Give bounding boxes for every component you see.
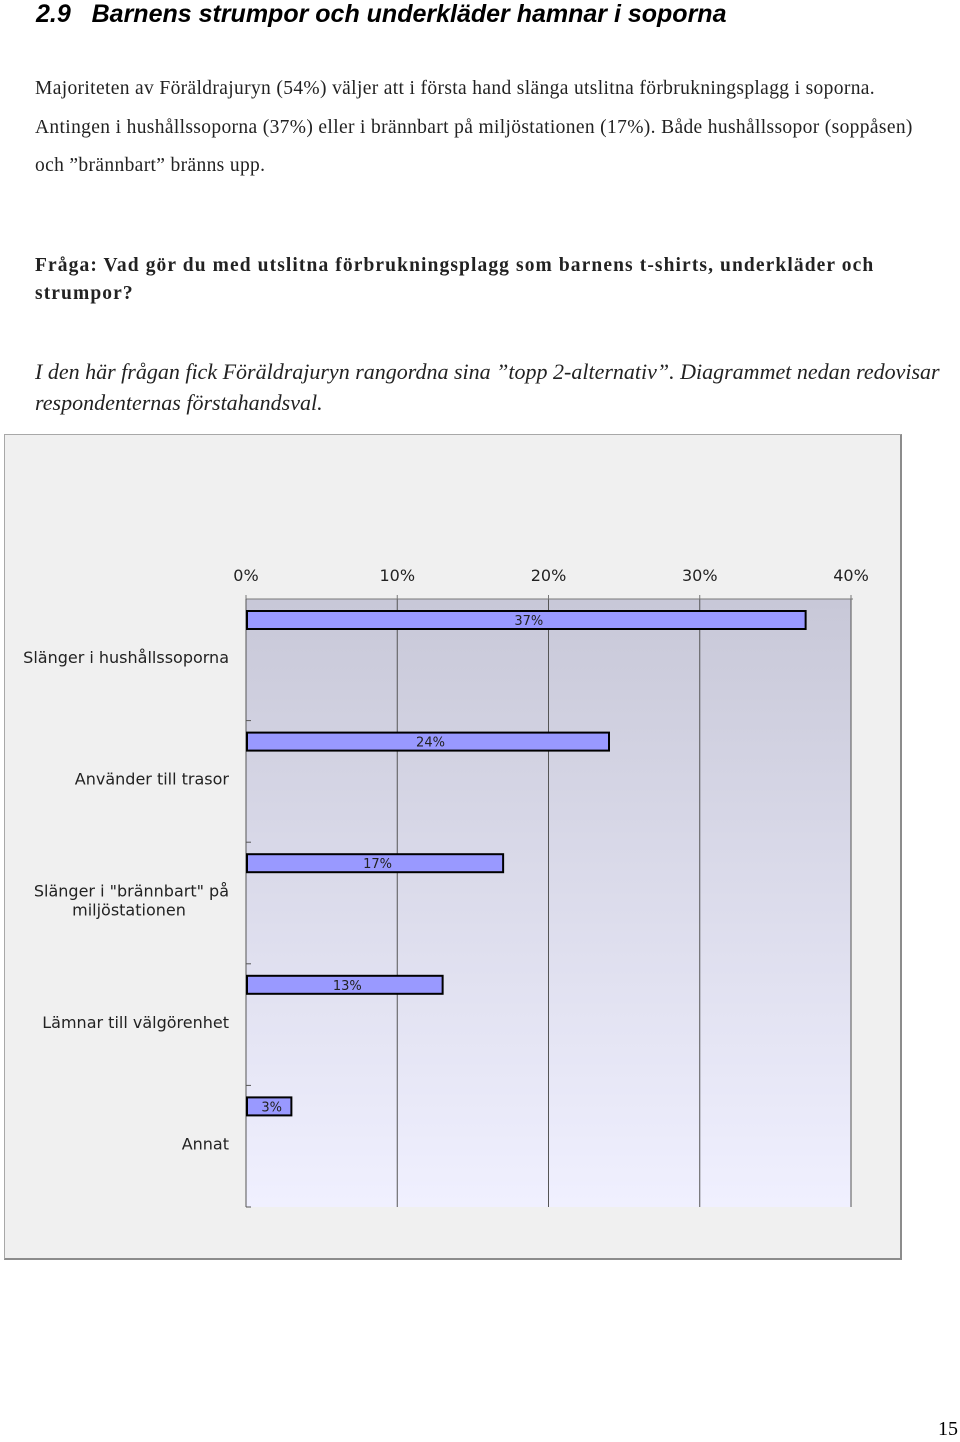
bar xyxy=(246,1096,293,1117)
x-tick-label: 40% xyxy=(833,566,869,585)
category-label: Annat xyxy=(182,1134,229,1153)
x-tick-label: 20% xyxy=(531,566,567,585)
data-label: 37% xyxy=(514,614,543,629)
ranking-note: I den här frågan fick Föräldrajuryn rang… xyxy=(35,359,940,415)
chart-frame: 0% 10% 20% 30% 40% 37% Slänger i hushållssopor… xyxy=(4,434,902,1260)
survey-question: Fråga: Vad gör du med utslitna förbrukni… xyxy=(35,255,875,304)
x-tick-label: 0% xyxy=(233,566,258,585)
category-label: Slänger i "brännbart" på xyxy=(34,882,229,901)
bar xyxy=(246,731,610,752)
bar xyxy=(246,853,505,874)
section-number: 2.9 xyxy=(36,0,71,28)
category-label: Använder till trasor xyxy=(75,770,230,789)
page-number: 15 xyxy=(938,1418,958,1440)
bar xyxy=(246,610,807,630)
data-label: 24% xyxy=(416,736,445,751)
category-label: Slänger i hushållssoporna xyxy=(23,648,229,667)
bar-chart: 0% 10% 20% 30% 40% 37% Slänger i hushållssopor… xyxy=(23,566,869,1208)
category-label: miljöstationen xyxy=(72,901,186,920)
data-label: 17% xyxy=(363,857,392,872)
data-label: 13% xyxy=(333,979,362,994)
x-tick-label: 30% xyxy=(682,566,718,585)
bar xyxy=(246,974,444,995)
category-label: Lämnar till välgörenhet xyxy=(42,1013,229,1032)
data-label: 3% xyxy=(261,1100,282,1115)
x-tick-label: 10% xyxy=(379,566,415,585)
section-title: Barnens strumpor och underkläder hamnar … xyxy=(91,0,727,28)
body-paragraph: Majoriteten av Föräldrajuryn (54%) välje… xyxy=(35,78,913,176)
section-heading: 2.9 Barnens strumpor och underkläder ham… xyxy=(36,0,726,29)
